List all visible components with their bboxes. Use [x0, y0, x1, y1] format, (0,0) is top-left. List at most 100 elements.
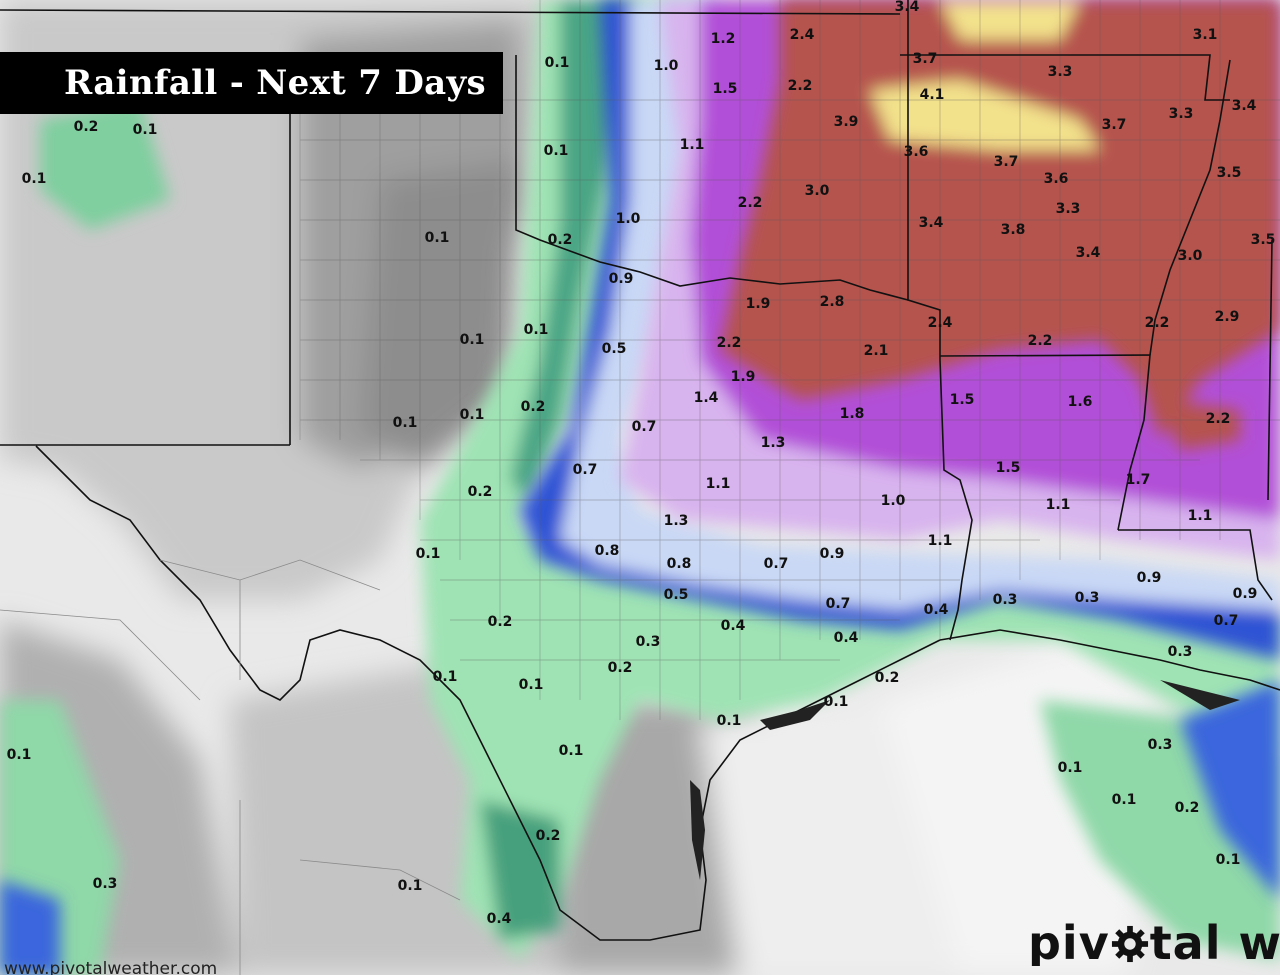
rainfall-label: 1.3 [760, 435, 786, 451]
rainfall-label: 0.3 [1147, 737, 1173, 753]
rainfall-label: 2.2 [787, 78, 813, 94]
brand-logo: piv tal w [1028, 920, 1280, 966]
rainfall-label: 2.2 [1144, 315, 1170, 331]
rainfall-label: 0.1 [432, 669, 458, 685]
map-title: Rainfall - Next 7 Days [0, 52, 503, 114]
rainfall-label: 0.1 [544, 55, 570, 71]
rainfall-label: 0.7 [1213, 613, 1239, 629]
rainfall-label: 0.1 [823, 694, 849, 710]
rainfall-label: 1.0 [653, 58, 679, 74]
rainfall-label: 2.2 [1027, 333, 1053, 349]
rainfall-label: 3.9 [833, 114, 859, 130]
rainfall-label: 0.8 [666, 556, 692, 572]
rainfall-label: 2.4 [789, 27, 815, 43]
rainfall-label: 1.9 [745, 296, 771, 312]
website-watermark: www.pivotalweather.com [4, 961, 218, 975]
rainfall-label: 3.1 [1192, 27, 1218, 43]
rainfall-label: 3.4 [1075, 245, 1101, 261]
brand-prefix: piv [1028, 920, 1110, 966]
rainfall-label: 0.2 [487, 614, 513, 630]
rainfall-label: 0.9 [1136, 570, 1162, 586]
rainfall-label: 0.1 [518, 677, 544, 693]
rainfall-label: 0.1 [392, 415, 418, 431]
rainfall-label: 0.2 [547, 232, 573, 248]
rainfall-label: 0.3 [1167, 644, 1193, 660]
rainfall-label: 0.1 [424, 230, 450, 246]
rainfall-label: 0.2 [1174, 800, 1200, 816]
rainfall-label: 0.1 [1057, 760, 1083, 776]
rainfall-label: 3.6 [903, 144, 929, 160]
rainfall-label: 2.8 [819, 294, 845, 310]
rainfall-label: 3.7 [993, 154, 1019, 170]
rainfall-label: 1.1 [927, 533, 953, 549]
rainfall-label: 0.1 [1215, 852, 1241, 868]
rainfall-label: 0.3 [992, 592, 1018, 608]
region-boundaries [0, 559, 461, 975]
rainfall-label: 1.9 [730, 369, 756, 385]
rainfall-label: 0.1 [459, 407, 485, 423]
rainfall-label: 1.6 [1067, 394, 1093, 410]
rainfall-label: 3.3 [1168, 106, 1194, 122]
rainfall-label: 0.2 [520, 399, 546, 415]
rainfall-label: 0.8 [594, 543, 620, 559]
rainfall-label: 3.4 [894, 0, 920, 15]
rainfall-label: 2.1 [863, 343, 889, 359]
rainfall-label: 2.4 [927, 315, 953, 331]
rainfall-label: 2.2 [716, 335, 742, 351]
rainfall-label: 0.3 [635, 634, 661, 650]
rainfall-label: 0.1 [459, 332, 485, 348]
state-borders [0, 0, 1280, 941]
rainfall-label: 1.4 [693, 390, 719, 406]
rainfall-label: 0.7 [763, 556, 789, 572]
rainfall-label: 0.3 [1074, 590, 1100, 606]
rainfall-label: 3.3 [1047, 64, 1073, 80]
rainfall-label: 0.1 [397, 878, 423, 894]
rainfall-label: 0.9 [608, 271, 634, 287]
rainfall-label: 1.1 [705, 476, 731, 492]
rainfall-label: 0.2 [874, 670, 900, 686]
rainfall-label: 0.1 [543, 143, 569, 159]
very-heavy-precip-layer [720, 0, 1280, 450]
rainfall-label: 0.1 [716, 713, 742, 729]
rainfall-label: 0.1 [21, 171, 47, 187]
rainfall-label: 2.2 [1205, 411, 1231, 427]
rainfall-label: 0.2 [607, 660, 633, 676]
rainfall-label: 3.3 [1055, 201, 1081, 217]
rainfall-label: 0.5 [601, 341, 627, 357]
rainfall-label: 2.9 [1214, 309, 1240, 325]
rainfall-label: 1.1 [1045, 497, 1071, 513]
rainfall-label: 0.1 [1111, 792, 1137, 808]
rainfall-label: 0.7 [572, 462, 598, 478]
rainfall-label: 3.7 [912, 51, 938, 67]
brand-suffix: tal w [1149, 920, 1280, 966]
gear-icon [1111, 925, 1148, 963]
rainfall-label: 0.4 [923, 602, 949, 618]
rainfall-label: 0.7 [825, 596, 851, 612]
rainfall-label: 1.1 [1187, 508, 1213, 524]
rainfall-label: 3.8 [1000, 222, 1026, 238]
rainfall-label: 0.9 [1232, 586, 1258, 602]
rainfall-label: 0.5 [663, 587, 689, 603]
rainfall-label: 4.1 [919, 87, 945, 103]
rainfall-label: 1.7 [1125, 472, 1151, 488]
rainfall-label: 0.1 [415, 546, 441, 562]
rainfall-label: 0.2 [467, 484, 493, 500]
rainfall-label: 0.4 [833, 630, 859, 646]
rainfall-label: 3.0 [1177, 248, 1203, 264]
rainfall-label: 3.7 [1101, 117, 1127, 133]
rainfall-label: 0.4 [720, 618, 746, 634]
rainfall-label: 1.3 [663, 513, 689, 529]
rainfall-label: 1.5 [995, 460, 1021, 476]
rainfall-label: 1.5 [712, 81, 738, 97]
rainfall-label: 0.1 [6, 747, 32, 763]
rainfall-label: 3.4 [1231, 98, 1257, 114]
rainfall-label: 1.0 [880, 493, 906, 509]
rainfall-label: 2.2 [737, 195, 763, 211]
rainfall-label: 0.9 [819, 546, 845, 562]
rainfall-label: 0.2 [73, 119, 99, 135]
rainfall-label: 3.0 [804, 183, 830, 199]
rainfall-label: 1.8 [839, 406, 865, 422]
rainfall-label: 3.6 [1043, 171, 1069, 187]
